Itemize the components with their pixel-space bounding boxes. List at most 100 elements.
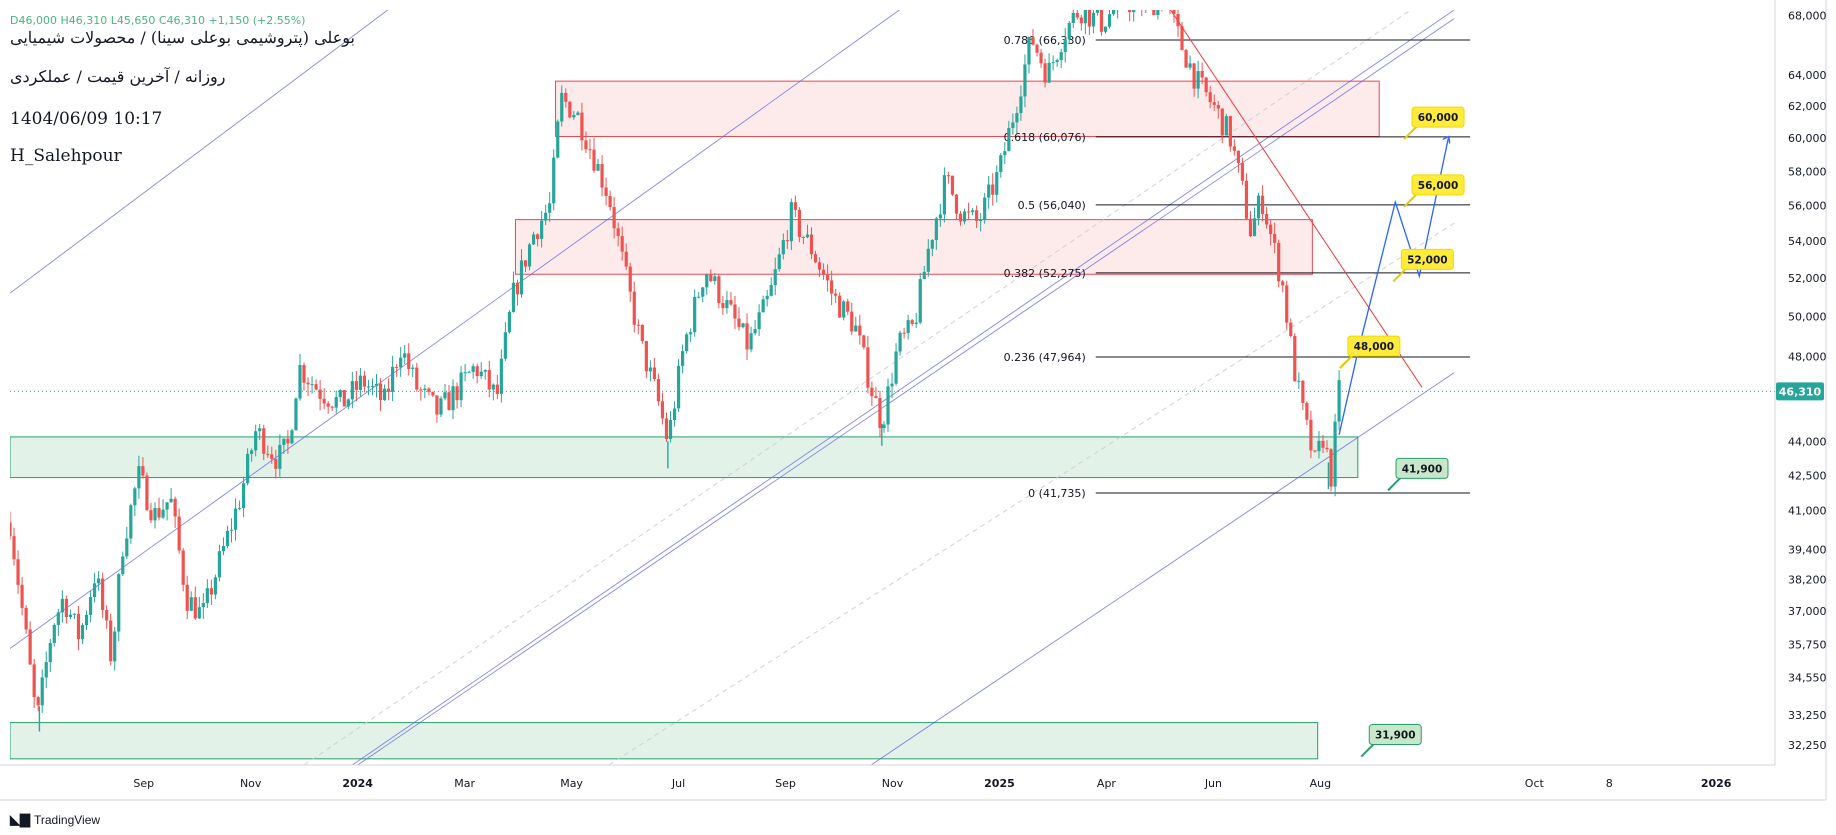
candle-body xyxy=(914,322,918,324)
candle-body xyxy=(1329,449,1333,487)
y-tick-label: 64,000 xyxy=(1788,69,1827,82)
callout-56000: 56,000 xyxy=(1403,174,1465,208)
candle-body xyxy=(584,140,588,150)
candle-body xyxy=(499,358,503,394)
candle-body xyxy=(733,304,737,319)
candle-body xyxy=(12,536,16,560)
channel-line-1 xyxy=(10,10,901,649)
candle-body xyxy=(250,450,254,454)
candle-body xyxy=(612,207,616,229)
candle-body xyxy=(1035,44,1039,53)
candle-body xyxy=(668,420,673,439)
channel-line-4 xyxy=(357,18,1455,765)
candle-body xyxy=(105,609,109,621)
candle-body xyxy=(1099,10,1104,32)
y-tick-label: 35,750 xyxy=(1788,638,1827,651)
candle-body xyxy=(326,403,330,407)
candle-body xyxy=(548,203,552,213)
candle-body xyxy=(1188,63,1192,68)
callout-label: 48,000 xyxy=(1354,341,1395,353)
candle-body xyxy=(386,388,391,392)
candle-body xyxy=(1220,108,1224,136)
candle-body xyxy=(1265,213,1269,225)
candle-body xyxy=(866,347,870,388)
last-price-tag: 46,310 xyxy=(1776,382,1824,401)
candle-body xyxy=(624,251,628,267)
candle-body xyxy=(580,112,584,141)
candle-body xyxy=(862,335,866,348)
candle-body xyxy=(181,550,185,585)
candle-body xyxy=(1011,122,1015,128)
callout-label: 41,900 xyxy=(1402,463,1443,475)
candle-body xyxy=(278,444,282,469)
candle-body xyxy=(906,320,910,333)
candle-body xyxy=(403,353,407,358)
candle-body xyxy=(656,379,661,402)
candle-body xyxy=(1156,10,1160,16)
candle-body xyxy=(540,220,544,239)
candle-body xyxy=(745,323,749,350)
candle-body xyxy=(926,248,930,272)
candle-body xyxy=(1111,10,1116,15)
candle-body xyxy=(415,367,419,390)
candle-body xyxy=(1244,180,1249,219)
candle-body xyxy=(737,318,741,328)
candle-body xyxy=(1091,12,1096,27)
candle-body xyxy=(850,311,854,332)
candle-body xyxy=(48,642,52,663)
candle-body xyxy=(221,546,226,552)
candle-body xyxy=(882,424,886,429)
candle-body xyxy=(560,92,564,122)
brand-name: TradingView xyxy=(34,813,101,827)
callout-box xyxy=(1368,724,1422,746)
candle-body xyxy=(133,488,137,506)
candle-body xyxy=(821,269,826,275)
candle-body xyxy=(640,324,644,342)
candle-body xyxy=(1043,63,1047,83)
candle-body xyxy=(149,510,153,521)
candle-body xyxy=(44,662,48,678)
last-price-tag-label: 46,310 xyxy=(1779,385,1822,398)
candle-body xyxy=(391,366,395,392)
candle-body xyxy=(237,508,242,510)
candle-body xyxy=(157,507,161,518)
candle-body xyxy=(201,603,205,608)
candle-body xyxy=(366,386,371,388)
candle-body xyxy=(503,332,507,359)
candle-body xyxy=(10,522,12,537)
candle-body xyxy=(173,498,177,517)
red-trendline xyxy=(1170,10,1423,388)
candle-body xyxy=(1313,450,1317,452)
candle-body xyxy=(1273,233,1277,243)
candle-body xyxy=(370,385,375,387)
candle-body xyxy=(141,466,145,476)
candle-body xyxy=(52,624,56,643)
last-price-tag-bg xyxy=(1776,382,1824,401)
candle-body xyxy=(1192,63,1196,89)
candle-body xyxy=(318,389,322,399)
candle-body xyxy=(592,149,596,171)
candle-body xyxy=(1071,12,1075,23)
candle-body xyxy=(777,254,781,270)
candle-body xyxy=(515,282,520,295)
tradingview-brand[interactable]: ◣▇ TradingView xyxy=(10,812,100,828)
candle-body xyxy=(463,372,467,374)
candle-body xyxy=(233,508,238,530)
candle-body xyxy=(902,332,906,334)
candle-body xyxy=(991,184,995,195)
candle-body xyxy=(354,381,358,390)
x-tick-label: 2025 xyxy=(984,777,1015,790)
candle-body xyxy=(757,312,761,330)
candle-body xyxy=(878,398,882,429)
candle-body xyxy=(121,556,125,575)
candle-body xyxy=(805,234,810,238)
candle-body xyxy=(1095,10,1100,13)
y-tick-label: 33,250 xyxy=(1788,709,1827,722)
candle-body xyxy=(693,296,697,333)
candle-body xyxy=(395,366,399,368)
y-tick-label: 60,000 xyxy=(1788,132,1827,145)
candle-body xyxy=(801,236,806,238)
candle-body xyxy=(685,334,689,352)
candle-body xyxy=(1019,96,1023,114)
